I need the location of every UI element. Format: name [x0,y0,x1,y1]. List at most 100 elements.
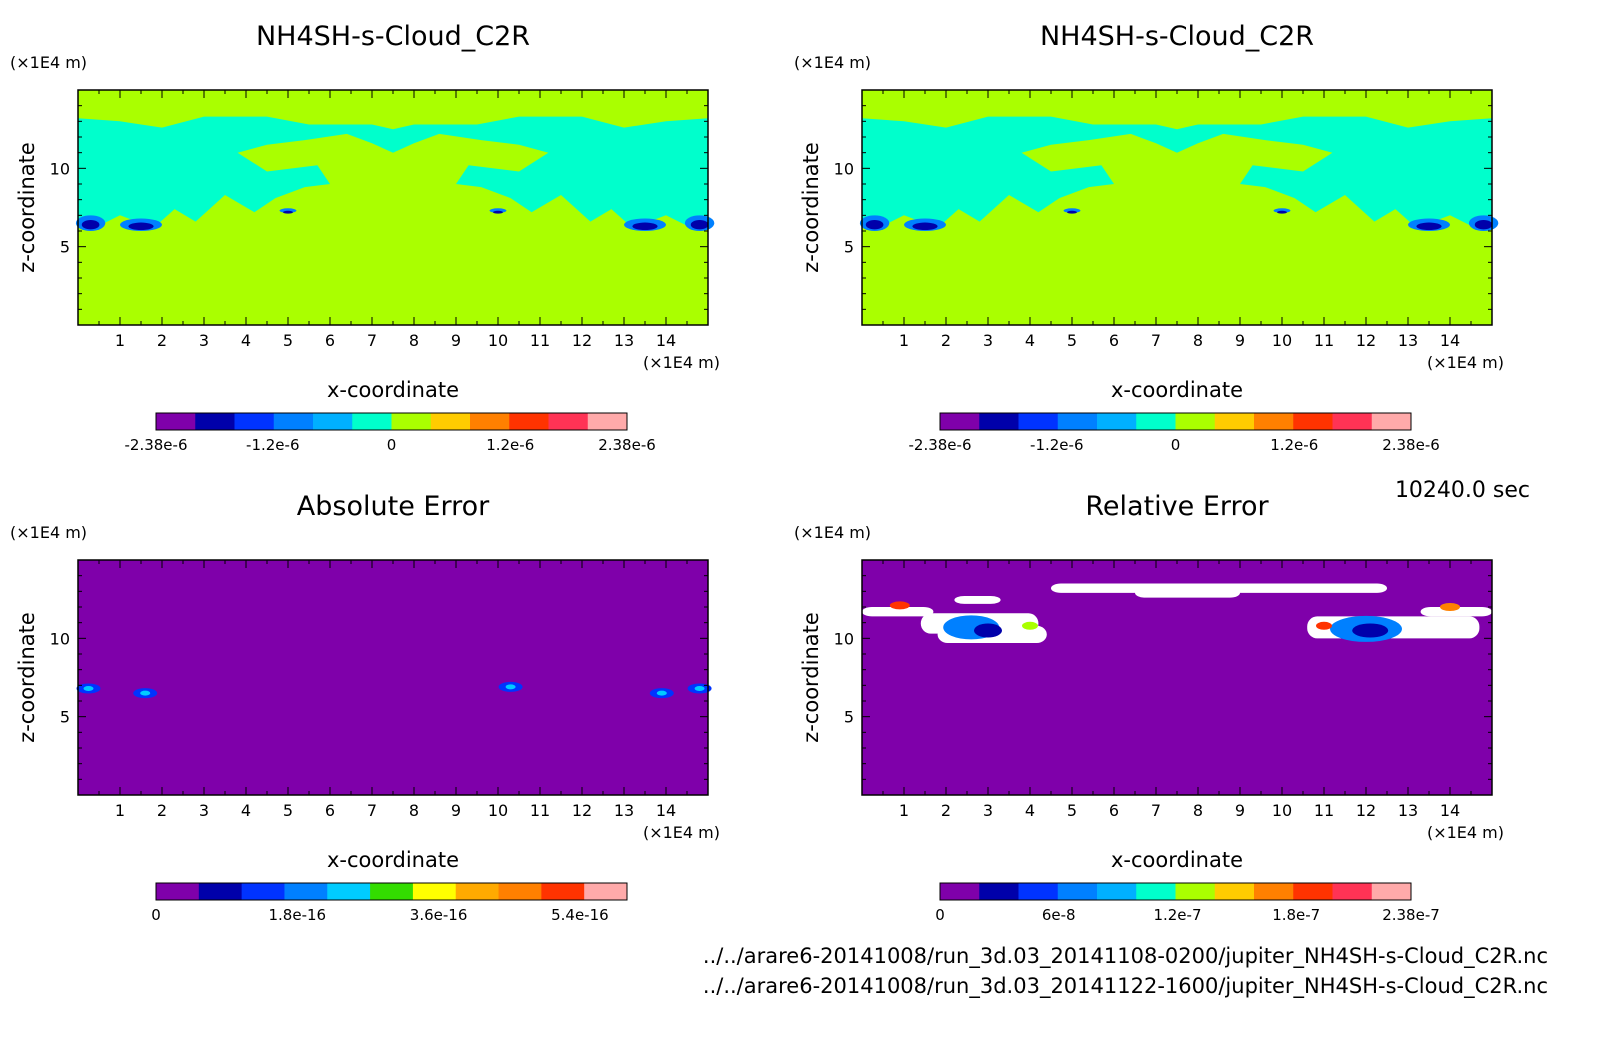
colorbar-swatch [370,883,414,900]
x-tick-label: 3 [983,801,993,820]
x-tick-label: 6 [325,331,335,350]
x-tick-label: 4 [241,801,251,820]
cloud-blob-core [1474,220,1493,230]
x-tick-label: 14 [1440,331,1460,350]
x-tick-label: 3 [199,331,209,350]
cloud-blob-core [690,220,709,230]
x-tick-label: 11 [1314,801,1334,820]
x-tick-label: 4 [1025,331,1035,350]
x-tick-label: 8 [409,331,419,350]
x-tick-label: 12 [1356,331,1376,350]
cloud-blob-core [632,222,658,231]
chart-panel-4: Relative Error(×1E4 m)1 2 3 4 5 6 7 8 9 10 11 12 13 1… [794,491,1504,924]
colorbar-swatch [1214,883,1255,900]
colorbar-swatch [241,883,285,900]
x-unit-label: (×1E4 m) [643,823,720,842]
colorbar-label: 1.2e-6 [486,436,534,454]
colorbar-label: -1.2e-6 [1030,436,1083,454]
colorbar-swatch [1018,883,1059,900]
x-tick-label: 1 [899,331,909,350]
y-axis-label: z-coordinate [15,142,39,273]
colorbar-swatch [352,413,392,430]
missing-region [1420,607,1492,617]
x-tick-label: 8 [1193,331,1203,350]
x-tick-label: 13 [1398,801,1418,820]
x-unit-label: (×1E4 m) [1427,353,1504,372]
colorbar-label: 0 [151,906,161,924]
x-tick-label: 2 [157,331,167,350]
colorbar-swatch [1057,883,1098,900]
x-unit-label: (×1E4 m) [1427,823,1504,842]
timestamp-label: 10240.0 sec [1394,478,1530,503]
colorbar-label: 1.8e-7 [1272,906,1320,924]
x-tick-label: 1 [899,801,909,820]
colorbar-label: 2.38e-6 [1382,436,1440,454]
error-patch [1352,623,1389,638]
cloud-blob-core [912,222,938,231]
colorbar-swatch [940,883,980,900]
colorbar-label: 6e-8 [1042,906,1076,924]
x-tick-label: 2 [941,331,951,350]
error-spot-core [694,685,705,691]
colorbar-label: 0 [387,436,397,454]
y-unit-label: (×1E4 m) [794,53,871,72]
colorbar-swatch [470,413,510,430]
error-spot-core [140,690,151,696]
colorbar-frame [939,412,1412,431]
cloud-blob-core [492,210,504,214]
colorbar-swatch [1136,413,1176,430]
error-patch [889,601,910,610]
y-tick-label: 5 [60,708,70,727]
colorbar-swatch [156,883,200,900]
colorbar-swatch [327,883,371,900]
cloud-blob-core [282,210,294,214]
y-tick-label: 10 [50,629,70,648]
colorbar-swatch [313,413,353,430]
x-tick-label: 5 [1067,801,1077,820]
x-tick-label: 10 [1272,801,1292,820]
x-tick-label: 6 [1109,801,1119,820]
colorbar-swatch [1332,883,1373,900]
y-unit-label: (×1E4 m) [794,523,871,542]
x-tick-label: 11 [530,331,550,350]
chart-title: NH4SH-s-Cloud_C2R [1040,21,1314,52]
colorbar-label: 1.2e-6 [1270,436,1318,454]
chart-title: NH4SH-s-Cloud_C2R [256,21,530,52]
colorbar-swatch [1293,413,1333,430]
colorbar-swatch [195,413,235,430]
colorbar-swatch [1254,883,1294,900]
x-tick-label: 10 [488,331,508,350]
colorbar-swatch [584,883,628,900]
x-tick-label: 13 [1398,331,1418,350]
colorbar-swatch [1097,413,1137,430]
y-axis-label: z-coordinate [799,612,823,743]
error-patch [1316,621,1332,630]
colorbar-swatch [391,413,432,430]
y-tick-label: 10 [50,159,70,178]
x-tick-label: 1 [115,331,125,350]
x-tick-label: 7 [1151,331,1161,350]
colorbar-swatch [1214,413,1255,430]
colorbar-label: 1.2e-7 [1153,906,1201,924]
file-path-1: ../../arare6-20141008/run_3d.03_20141108… [702,944,1548,968]
x-tick-label: 5 [283,801,293,820]
colorbar-swatch [1371,883,1412,900]
colorbar-swatch [587,413,628,430]
chart-panel-2: NH4SH-s-Cloud_C2R(×1E4 m)1 2 3 4 5 6 7 8 9 10 11 12… [794,21,1504,454]
y-axis-label: z-coordinate [15,612,39,743]
x-tick-label: 9 [451,801,461,820]
x-tick-label: 11 [530,801,550,820]
x-tick-label: 14 [656,801,676,820]
colorbar-swatch [940,413,980,430]
error-patch [974,623,1002,638]
plot-area [78,560,708,795]
x-tick-label: 9 [451,331,461,350]
colorbar-label: -2.38e-6 [125,436,188,454]
y-tick-label: 10 [834,629,854,648]
colorbar-swatch [1057,413,1098,430]
x-tick-label: 6 [1109,331,1119,350]
colorbar-swatch [1175,413,1216,430]
colorbar-swatch [498,883,542,900]
colorbar-swatch [284,883,328,900]
x-tick-label: 8 [1193,801,1203,820]
